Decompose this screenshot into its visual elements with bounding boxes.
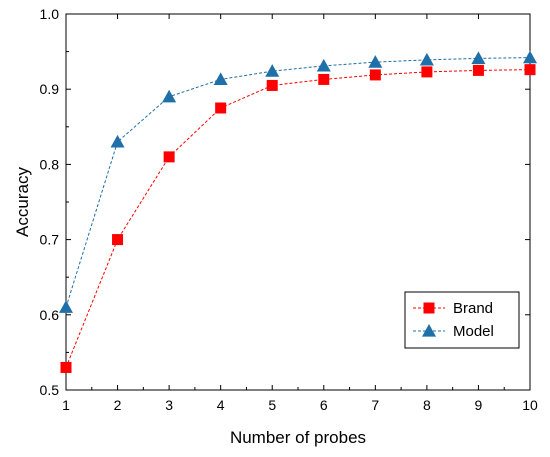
data-point-model — [162, 89, 177, 103]
legend-marker — [422, 324, 436, 337]
data-point-model — [316, 58, 331, 72]
legend-label: Model — [453, 323, 494, 340]
legend: Brand Model — [404, 291, 520, 349]
x-tick-label: 9 — [475, 397, 483, 413]
data-point-brand — [369, 69, 381, 81]
data-point-model — [59, 300, 73, 313]
x-tick-label: 1 — [62, 397, 70, 413]
data-point-brand — [318, 73, 330, 85]
x-tick-label: 3 — [165, 397, 173, 413]
series-line-model — [65, 57, 531, 308]
data-point-brand — [421, 66, 433, 78]
data-point-model — [265, 64, 280, 77]
x-tick-label: 10 — [522, 397, 538, 413]
data-point-model — [110, 134, 125, 148]
legend-marker — [423, 302, 435, 314]
series-layer — [59, 50, 537, 373]
legend-entry-brand: Brand — [413, 300, 493, 317]
x-tick-label: 6 — [320, 397, 328, 413]
legend-entry-model: Model — [413, 323, 494, 340]
series-model — [59, 50, 537, 313]
data-point-model — [213, 72, 228, 86]
data-point-brand — [472, 64, 484, 76]
data-point-model — [471, 51, 486, 64]
data-point-brand — [163, 151, 175, 163]
y-tick-label: 0.8 — [40, 156, 60, 172]
data-point-brand — [60, 361, 72, 373]
y-tick-label: 0.7 — [40, 232, 60, 248]
legend-label: Brand — [453, 300, 493, 317]
x-axis-title: Number of probes — [230, 428, 366, 447]
series-line-brand — [65, 69, 531, 368]
y-tick-label: 0.6 — [40, 307, 60, 323]
data-point-model — [419, 52, 434, 66]
data-point-model — [523, 50, 537, 64]
x-tick-label: 4 — [217, 397, 225, 413]
x-tick-label: 2 — [114, 397, 122, 413]
x-tick-label: 7 — [371, 397, 379, 413]
y-axis: 0.5 0.6 0.7 0.8 0.9 1.0 — [40, 6, 530, 398]
y-tick-label: 0.5 — [40, 382, 60, 398]
series-brand — [60, 64, 536, 373]
y-tick-label: 0.9 — [40, 81, 60, 97]
y-tick-label: 1.0 — [40, 6, 60, 22]
legend-box — [404, 291, 520, 349]
data-point-brand — [112, 234, 124, 246]
data-point-brand — [215, 102, 227, 114]
x-tick-label: 8 — [423, 397, 431, 413]
data-point-brand — [524, 64, 536, 76]
y-axis-title: Accuracy — [13, 167, 32, 237]
data-point-brand — [266, 79, 278, 91]
data-point-model — [368, 55, 383, 68]
x-tick-label: 5 — [268, 397, 276, 413]
x-axis: 1 2 3 4 5 6 7 8 9 10 — [62, 14, 538, 413]
